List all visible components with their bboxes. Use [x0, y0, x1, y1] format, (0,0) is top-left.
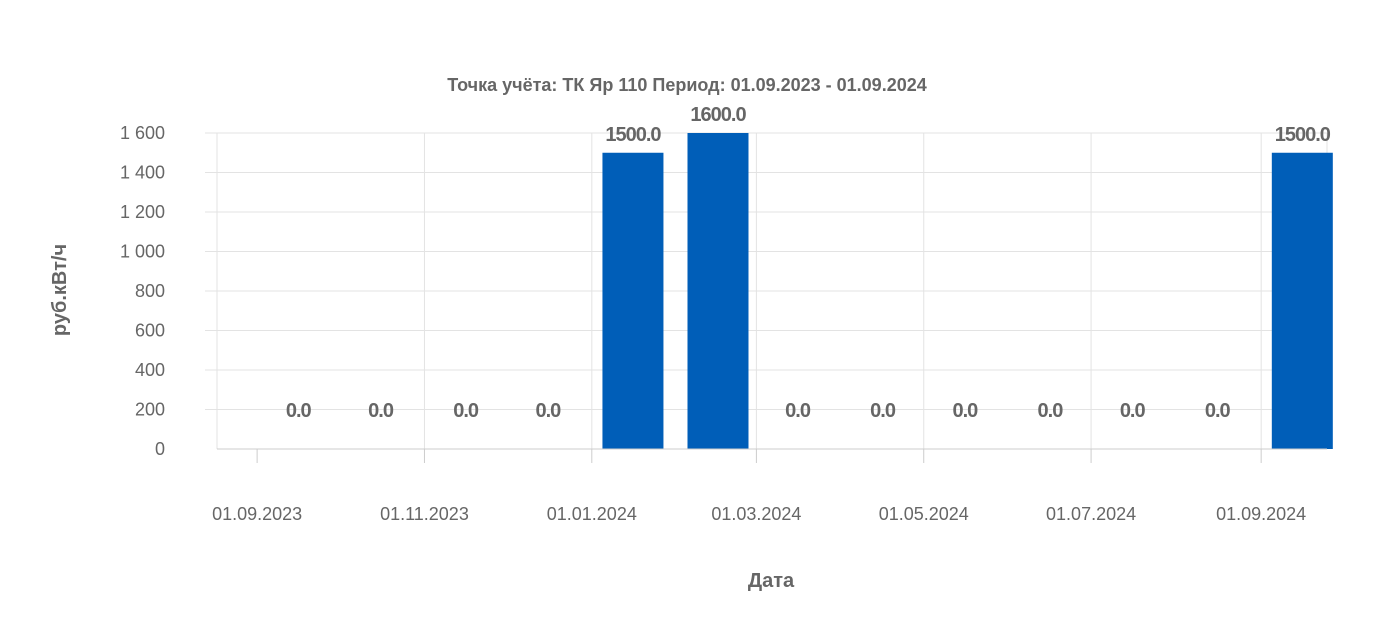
bars	[602, 133, 1333, 449]
y-tick-label: 800	[135, 281, 165, 301]
y-axis-title: руб.кВт/ч	[49, 244, 71, 336]
data-label: 0.0	[453, 400, 479, 422]
y-tick-label: 1 000	[120, 242, 165, 262]
axes: 0 200 400 600 800 1 000 1 200 1 400 1 600 01.09.2…	[120, 123, 1327, 524]
y-tick-label: 600	[135, 321, 165, 341]
data-label: 0.0	[952, 400, 978, 422]
x-tick-label: 01.03.2024	[711, 504, 801, 524]
y-tick-label: 200	[135, 400, 165, 420]
data-label: 0.0	[1038, 400, 1064, 422]
bar	[602, 152, 664, 449]
y-tick-label: 1 400	[120, 163, 165, 183]
data-label: 1600.0	[690, 104, 746, 126]
data-label: 0.0	[785, 400, 811, 422]
x-tick-label: 01.07.2024	[1046, 504, 1136, 524]
y-tick-label: 1 600	[120, 123, 165, 143]
x-tick-label: 01.11.2023	[380, 504, 469, 524]
data-label: 0.0	[1120, 400, 1146, 422]
data-labels: 0.0 0.0 0.0 0.0 1500.0 1600.0 0.0 0.0 0.0 0.0 0.0 0…	[286, 104, 1332, 422]
x-tick-label: 01.09.2023	[212, 504, 302, 524]
bar	[687, 133, 749, 449]
x-tick-label: 01.05.2024	[879, 504, 969, 524]
data-label: 1500.0	[1275, 124, 1331, 146]
bar	[1271, 152, 1333, 449]
x-tick-label: 01.09.2024	[1216, 504, 1306, 524]
data-label: 0.0	[536, 400, 562, 422]
y-tick-label: 1 200	[120, 202, 165, 222]
data-label: 0.0	[1205, 400, 1231, 422]
data-label: 0.0	[368, 400, 394, 422]
chart-title: Точка учёта: ТК Яр 110 Период: 01.09.202…	[447, 75, 927, 95]
y-tick-label: 400	[135, 360, 165, 380]
x-axis-title: Дата	[748, 570, 795, 592]
y-tick-label: 0	[155, 439, 165, 459]
data-label: 0.0	[870, 400, 896, 422]
grid	[205, 132, 1328, 449]
x-tick-label: 01.01.2024	[547, 504, 637, 524]
data-label: 0.0	[286, 400, 312, 422]
data-label: 1500.0	[605, 124, 661, 146]
